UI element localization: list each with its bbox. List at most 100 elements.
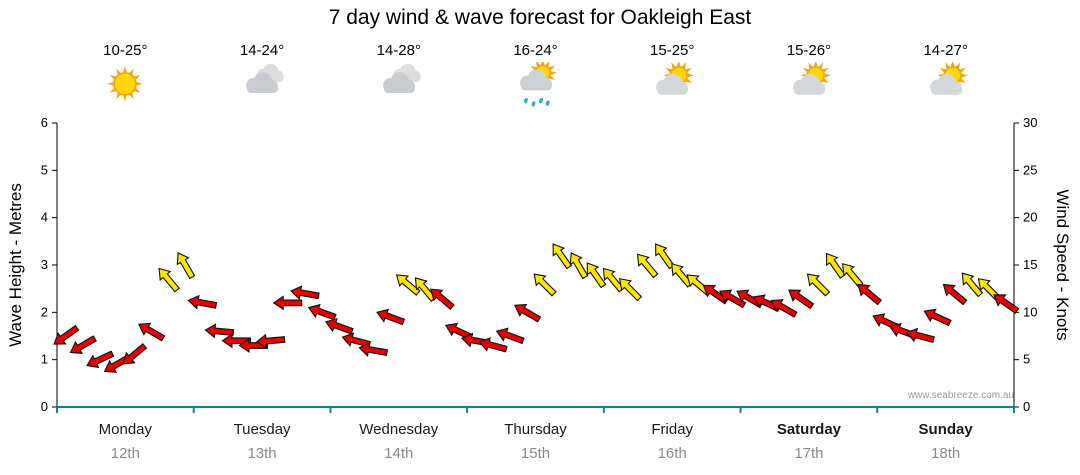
wind-arrow — [905, 327, 935, 344]
wind-arrow — [478, 337, 508, 353]
day-name-label: Thursday — [504, 421, 567, 438]
day-date-label: 17th — [794, 445, 824, 462]
day-temp-range: 15-25° — [650, 42, 695, 59]
wind-arrow — [272, 295, 303, 311]
wind-arrow — [961, 272, 984, 298]
wind-arrow — [636, 253, 659, 279]
day-weather-icon — [57, 62, 193, 112]
partly-cloudy-icon — [929, 60, 968, 95]
sunny-icon — [107, 66, 143, 102]
watermark: www.seabreeze.com.au — [907, 390, 1014, 401]
cloud-icon — [929, 73, 962, 95]
wind-arrow — [158, 267, 180, 293]
day-name-label: Tuesday — [233, 421, 291, 438]
day-date-label: 12th — [110, 445, 140, 462]
wind-arrow — [702, 284, 729, 305]
day-weather-icon — [604, 60, 740, 112]
cloudy-icon — [382, 63, 421, 94]
wind-arrow — [86, 350, 115, 369]
day-weather-icon — [468, 58, 604, 112]
wind-arrow — [204, 323, 235, 339]
wind-arrow — [221, 333, 251, 349]
wind-arrow — [187, 294, 218, 310]
left-axis-tick-label: 0 — [41, 399, 48, 414]
cloud-icon — [792, 73, 825, 95]
wind-arrow — [736, 289, 764, 309]
wind-arrow — [923, 308, 952, 327]
rain-drops-icon — [523, 97, 550, 107]
day-weather-icon — [878, 60, 1014, 112]
wind-arrow — [857, 283, 883, 306]
day-temp-range: 16-24° — [513, 42, 558, 59]
chart-title: 7 day wind & wave forecast for Oakleigh … — [328, 6, 752, 29]
cloud-icon — [246, 72, 279, 94]
day-date-label: 18th — [931, 445, 961, 462]
wind-arrow — [552, 243, 573, 270]
wind-arrow — [430, 288, 455, 311]
wind-arrow — [586, 262, 607, 289]
day-temp-range: 15-26° — [786, 42, 832, 59]
day-name-label: Friday — [651, 421, 694, 438]
wind-arrow — [122, 343, 148, 365]
day-name-label: Monday — [98, 421, 153, 438]
day-temp-range: 10-25° — [103, 42, 148, 59]
cloud-icon — [656, 73, 689, 95]
wind-arrow — [238, 337, 269, 354]
wind-arrow — [533, 273, 557, 297]
day-name-label: Wednesday — [359, 421, 439, 438]
left-axis-tick-label: 3 — [41, 257, 48, 272]
left-axis-tick-label: 5 — [41, 162, 48, 177]
day-temp-range: 14-24° — [239, 42, 285, 59]
wind-arrow — [495, 327, 525, 345]
cloud-icon — [382, 72, 415, 94]
cloudy-icon — [246, 63, 284, 94]
partly-cloudy-icon — [656, 60, 695, 95]
day-date-label: 15th — [520, 445, 551, 462]
sun-cloud-rain-icon — [519, 58, 557, 107]
day-temp-range: 14-28° — [376, 42, 421, 59]
wind-arrow — [788, 289, 815, 310]
day-weather-icon — [331, 62, 467, 112]
right-axis-tick-label: 30 — [1023, 115, 1037, 130]
left-axis-tick-label: 2 — [41, 304, 48, 319]
day-temp-range: 14-27° — [923, 42, 968, 59]
wind-arrow — [290, 285, 320, 301]
partly-cloudy-icon — [792, 60, 831, 95]
wind-arrow — [53, 324, 80, 345]
wind-arrow — [138, 322, 166, 342]
day-date-label: 16th — [657, 445, 687, 462]
wind-arrow — [770, 299, 798, 318]
wind-arrow — [324, 318, 354, 335]
right-axis-tick-label: 20 — [1023, 210, 1037, 225]
wind-arrow — [618, 278, 643, 302]
wind-arrow — [825, 252, 846, 279]
day-name-label: Sunday — [918, 421, 973, 438]
wind-arrow — [255, 333, 286, 349]
wind-arrow — [176, 252, 196, 280]
wind-arrow — [376, 308, 406, 326]
sun-icon — [107, 66, 143, 102]
cloud-icon — [519, 69, 552, 91]
right-axis-tick-label: 0 — [1023, 399, 1030, 414]
right-axis-tick-label: 25 — [1023, 162, 1037, 177]
wind-arrow — [719, 289, 747, 309]
day-weather-icon — [194, 62, 330, 112]
wind-arrow — [806, 273, 831, 297]
day-name-label: Saturday — [776, 421, 842, 438]
wind-arrow — [993, 294, 1020, 314]
wind-arrow — [307, 303, 337, 321]
right-axis-tick-label: 15 — [1023, 257, 1037, 272]
day-date-label: 14th — [384, 445, 414, 462]
day-date-label: 13th — [247, 445, 277, 462]
day-weather-icon — [741, 60, 877, 112]
left-axis-tick-label: 1 — [41, 352, 48, 367]
wind-arrow — [395, 274, 421, 296]
wind-arrow — [513, 303, 542, 323]
right-axis-tick-label: 10 — [1023, 304, 1037, 319]
wind-arrow — [942, 283, 968, 306]
wind-arrow — [569, 252, 589, 280]
left-axis-tick-label: 6 — [41, 115, 48, 130]
wind-arrow — [69, 335, 97, 354]
